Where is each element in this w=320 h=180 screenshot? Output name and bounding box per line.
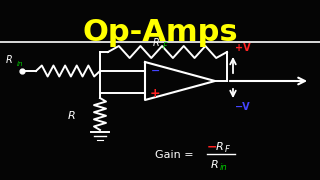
Text: −: − [151, 66, 160, 76]
Text: +V: +V [235, 43, 251, 53]
Text: R: R [211, 160, 219, 170]
Text: F: F [225, 145, 230, 154]
Text: Op-Amps: Op-Amps [82, 18, 238, 47]
Text: in: in [220, 163, 228, 172]
Text: R: R [216, 142, 224, 152]
Text: Gain =: Gain = [155, 150, 197, 160]
Text: in: in [17, 61, 23, 67]
Text: −V: −V [235, 102, 251, 112]
Text: R: R [6, 55, 13, 65]
Text: R: R [68, 111, 76, 120]
Text: F: F [163, 42, 167, 51]
Text: R: R [153, 38, 159, 48]
Text: +: + [150, 87, 161, 100]
Text: −: − [207, 141, 218, 154]
